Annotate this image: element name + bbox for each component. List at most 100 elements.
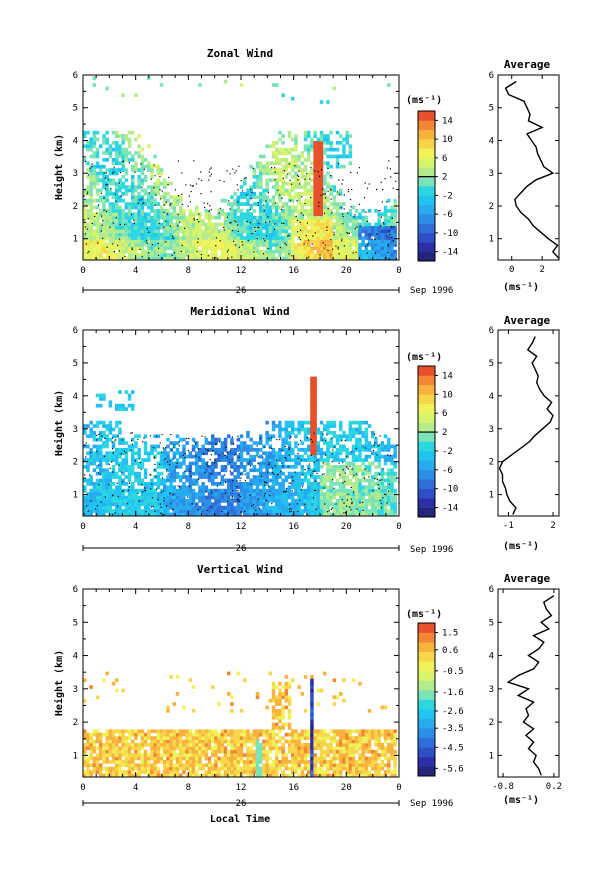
zonal-wind-cell xyxy=(275,171,279,176)
meridional-wind-cell xyxy=(214,448,218,452)
zonal-wind-contour-dot xyxy=(289,179,291,181)
zonal-wind-cell xyxy=(259,219,263,223)
zonal-wind-cell xyxy=(291,232,295,237)
meridional-wind-cell xyxy=(163,509,167,513)
meridional-wind-cell xyxy=(252,478,257,483)
meridional-wind-cell xyxy=(163,461,167,466)
zonal-wind-cell xyxy=(163,236,167,240)
meridional-wind-cell xyxy=(271,451,276,456)
zonal-wind-cell xyxy=(172,239,177,244)
meridional-wind-cell xyxy=(156,505,161,510)
zonal-wind-cell xyxy=(156,243,161,247)
zonal-wind-contour-dot xyxy=(209,168,211,170)
zonal-wind-cell xyxy=(319,185,324,189)
zonal-wind-cell xyxy=(92,151,97,155)
zonal-wind-cell xyxy=(319,222,324,227)
zonal-wind-cell xyxy=(86,168,90,172)
zonal-wind-cell xyxy=(191,249,196,254)
zonal-wind-cell xyxy=(319,192,324,196)
zonal-wind-cell xyxy=(134,243,138,247)
zonal-wind-cell xyxy=(95,130,100,135)
meridional-wind-contour-dot xyxy=(226,456,228,458)
zonal-wind-contour-dot xyxy=(382,189,384,191)
zonal-wind-cell xyxy=(323,226,327,230)
zonal-wind-cell xyxy=(115,239,119,244)
zonal-wind-cell xyxy=(124,185,129,189)
zonal-wind-cell xyxy=(294,229,298,234)
meridional-wind-cell xyxy=(310,454,314,459)
meridional-wind-contour-dot xyxy=(96,505,98,507)
meridional-wind-cell xyxy=(345,434,349,439)
zonal-wind-cell xyxy=(316,144,321,149)
zonal-wind-cell xyxy=(99,215,103,220)
meridional-wind-cell xyxy=(140,461,145,466)
meridional-wind-cell xyxy=(326,485,330,490)
meridional-wind-contour-dot xyxy=(209,459,211,461)
zonal-wind-date-label: 26 xyxy=(236,286,247,296)
zonal-wind-cell xyxy=(223,232,228,237)
meridional-wind-cell xyxy=(147,454,151,459)
zonal-wind-cell xyxy=(380,239,385,244)
meridional-wind-cell xyxy=(163,505,167,510)
meridional-wind-cell xyxy=(179,509,183,513)
zonal-wind-cell xyxy=(255,232,260,237)
zonal-wind-cell xyxy=(233,209,237,213)
meridional-wind-cell xyxy=(223,495,228,500)
meridional-wind-cell xyxy=(316,444,321,449)
meridional-wind-cell xyxy=(246,488,250,493)
zonal-wind-cell xyxy=(383,212,388,217)
zonal-wind-cell xyxy=(99,222,103,227)
meridional-wind-cell xyxy=(393,475,397,479)
meridional-wind-cell xyxy=(278,512,282,517)
zonal-wind-cell xyxy=(387,253,391,257)
zonal-wind-cell xyxy=(319,215,324,220)
meridional-wind-cell xyxy=(390,468,394,473)
meridional-wind-cell xyxy=(118,499,122,503)
zonal-wind-cell xyxy=(185,229,189,234)
zonal-wind-contour-dot xyxy=(353,216,355,218)
zonal-wind-cell xyxy=(287,147,292,152)
zonal-wind-contour-dot xyxy=(395,258,397,260)
zonal-wind-cell xyxy=(204,249,209,254)
zonal-wind-cell xyxy=(143,236,148,240)
zonal-wind-contour-dot xyxy=(300,229,302,231)
zonal-wind-cell xyxy=(303,253,308,257)
zonal-wind-cell xyxy=(124,202,129,206)
meridional-wind-contour-dot xyxy=(264,492,266,495)
meridional-wind-cell xyxy=(191,478,196,483)
meridional-wind-cell xyxy=(326,448,330,452)
zonal-wind-contour-dot xyxy=(288,235,290,237)
zonal-wind-cell xyxy=(99,226,103,230)
zonal-wind-cell xyxy=(313,188,317,193)
meridional-wind-contour-dot xyxy=(229,450,231,452)
meridional-wind-cell xyxy=(310,499,314,503)
meridional-wind-cell xyxy=(102,444,106,449)
zonal-wind-contour-dot xyxy=(167,184,169,186)
meridional-wind-cell xyxy=(319,451,324,456)
zonal-wind-cell xyxy=(127,219,132,223)
zonal-wind-cell xyxy=(377,246,381,251)
meridional-wind-cell xyxy=(348,451,353,456)
meridional-wind-cell xyxy=(345,488,349,493)
zonal-wind-cell xyxy=(291,195,295,200)
meridional-wind-contour-dot xyxy=(339,474,341,476)
zonal-wind-cell xyxy=(99,188,103,193)
zonal-wind-cell xyxy=(319,178,324,183)
meridional-wind-cell xyxy=(339,512,343,517)
meridional-wind-contour-dot xyxy=(382,468,384,470)
meridional-wind-cell xyxy=(159,451,164,456)
zonal-wind-cell xyxy=(111,219,116,223)
zonal-wind-cell xyxy=(175,215,180,220)
meridional-wind-cell xyxy=(393,502,397,507)
zonal-wind-cell xyxy=(172,222,177,227)
meridional-wind-cell xyxy=(207,495,212,500)
zonal-wind-cell xyxy=(335,246,340,251)
zonal-wind-contour-dot xyxy=(258,227,260,229)
meridional-wind-cell xyxy=(236,468,241,473)
zonal-wind-cell xyxy=(220,229,225,234)
meridional-wind-cell xyxy=(335,468,340,473)
meridional-wind-cell xyxy=(127,499,132,503)
zonal-wind-cell xyxy=(268,256,273,261)
zonal-wind-cell xyxy=(271,83,276,87)
zonal-wind-cell xyxy=(393,215,397,220)
